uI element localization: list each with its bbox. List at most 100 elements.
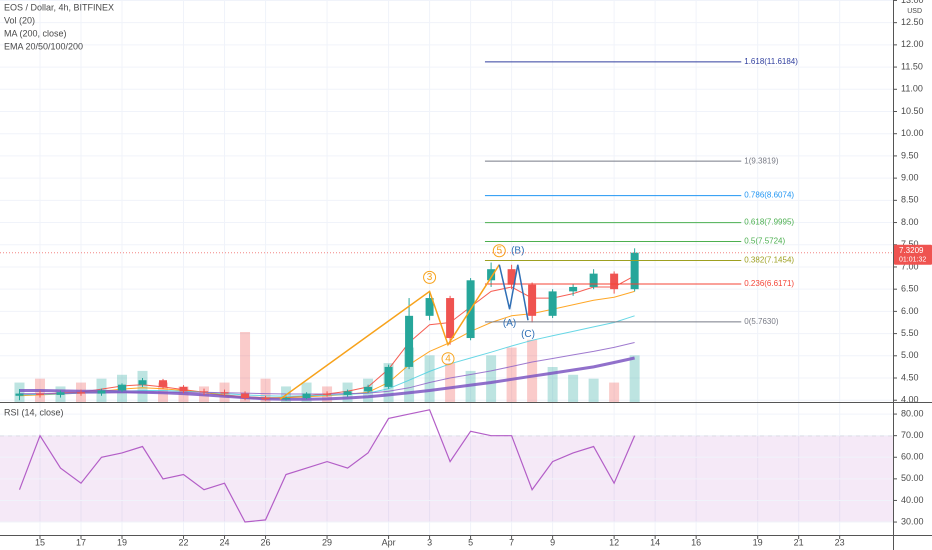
candle-body	[610, 273, 619, 290]
y-tick-label: 8.00	[901, 217, 919, 227]
y-unit: USD	[907, 8, 922, 15]
wave-label: (C)	[521, 329, 535, 340]
volume-bar	[568, 374, 579, 402]
y-tick-label: 6.00	[901, 306, 919, 316]
volume-bar	[260, 378, 271, 402]
candle-body	[343, 391, 352, 395]
wave-circle	[441, 352, 455, 366]
wave-line	[279, 264, 500, 400]
candle-body	[261, 398, 270, 400]
indicator-label: MA (200, close)	[4, 28, 67, 38]
candle-body	[56, 392, 65, 395]
candle-body	[15, 393, 24, 396]
x-tick-label: 26	[261, 537, 271, 547]
y-tick-label: 40.00	[901, 495, 924, 505]
y-tick-label: 80.00	[901, 408, 924, 418]
candle-body	[507, 269, 516, 285]
volume-bar	[404, 347, 415, 402]
wave-label: 4	[445, 353, 451, 364]
wave-label: (B)	[511, 245, 524, 256]
candle-body	[241, 393, 250, 399]
fib-label: 0.382(7.1454)	[744, 256, 794, 265]
volume-bar	[445, 363, 456, 402]
candle-body	[220, 392, 229, 394]
x-tick-label: 19	[117, 537, 127, 547]
candle-body	[97, 390, 106, 394]
y-tick-label: 6.50	[901, 284, 919, 294]
plot: 1.618(11.6184) 1(9.3819) 0.786(8.6074) 0.61…	[0, 57, 893, 523]
candle-body	[487, 269, 496, 281]
fib-label: 0.5(7.5724)	[744, 237, 785, 246]
y-tick-label: 4.50	[901, 372, 919, 382]
candle-body	[364, 386, 373, 392]
candle-body	[35, 393, 44, 395]
x-tick-label: Apr	[382, 537, 396, 547]
volume-bar	[629, 355, 640, 402]
candle-body	[405, 315, 414, 367]
candle-body	[179, 386, 188, 392]
y-tick-label: 50.00	[901, 473, 924, 483]
x-tick-label: 21	[794, 537, 804, 547]
volume-bar	[588, 378, 599, 402]
y-tick-label: 5.00	[901, 350, 919, 360]
y-tick-label: 10.00	[901, 128, 924, 138]
candle-body	[323, 393, 332, 395]
y-tick-label: 11.00	[901, 84, 923, 94]
countdown: 01:01:32	[899, 257, 926, 264]
x-tick-label: 24	[220, 537, 230, 547]
x-tick-label: 29	[322, 537, 332, 547]
x-tick-label: 16	[691, 537, 701, 547]
y-tick-label: 12.50	[901, 17, 924, 27]
y-tick-label: 7.00	[901, 261, 919, 271]
y-tick-label: 30.00	[901, 516, 924, 526]
fib-label: 0.786(8.6074)	[744, 191, 794, 200]
candle-body	[138, 380, 147, 385]
volume-bar	[506, 347, 517, 402]
volume-bar	[527, 339, 538, 402]
indicator-label: Vol (20)	[4, 15, 35, 25]
fib-label: 0.618(7.9995)	[744, 218, 794, 227]
y-tick-label: 11.50	[901, 61, 923, 71]
x-tick-label: 3	[427, 537, 432, 547]
candle-body	[384, 366, 393, 387]
candle-body	[548, 291, 557, 316]
candle-body	[589, 273, 598, 287]
wave-circle	[423, 270, 437, 284]
wave-label: 3	[427, 272, 433, 283]
y-tick-label: 13.00	[901, 0, 924, 5]
x-tick-label: 23	[835, 537, 845, 547]
price-tag-label: 7.3209	[899, 246, 924, 255]
candle-body	[159, 380, 168, 387]
volume-bar	[486, 355, 497, 402]
y-tick-label: 8.50	[901, 195, 919, 205]
y-tick-label: 9.00	[901, 172, 919, 182]
x-tick-label: 19	[753, 537, 763, 547]
volume-bar	[547, 367, 558, 402]
candle-body	[630, 252, 639, 290]
wave-circle	[492, 244, 506, 258]
candle-body	[425, 298, 434, 316]
volume-bar	[424, 355, 435, 402]
y-tick-label: 70.00	[901, 430, 924, 440]
x-tick-label: 15	[35, 537, 45, 547]
candle-body	[528, 284, 537, 316]
x-tick-label: 22	[179, 537, 189, 547]
y-tick-label: 7.50	[901, 239, 919, 249]
indicator-label: EMA 20/50/100/200	[4, 41, 83, 51]
fib-label: 0(5.7630)	[744, 317, 779, 326]
y-tick-label: 12.00	[901, 39, 924, 49]
rsi-line	[18, 409, 636, 523]
x-tick-label: 5	[468, 537, 473, 547]
y-tick-label: 9.50	[901, 150, 919, 160]
wave-label: 5	[497, 245, 503, 256]
x-tick-label: 9	[550, 537, 555, 547]
candle-body	[446, 298, 455, 339]
y-tick-label: 60.00	[901, 452, 924, 462]
price-tag	[894, 244, 932, 265]
x-tick-label: 14	[650, 537, 660, 547]
candle-body	[118, 384, 127, 391]
candle-body	[76, 392, 85, 394]
x-tick-label: 7	[509, 537, 514, 547]
